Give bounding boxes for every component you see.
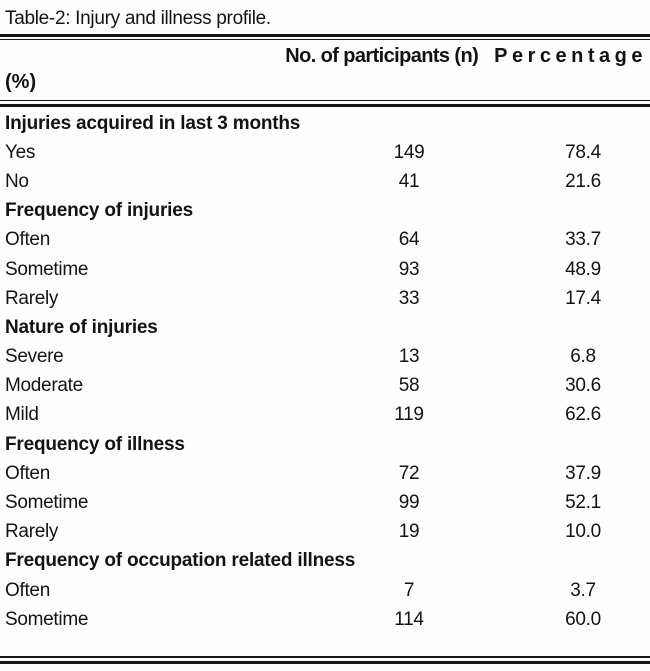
participants-value: 7 [403, 579, 415, 601]
section-header-row: Frequency of illness [0, 430, 650, 459]
header-double-rule [0, 100, 650, 107]
table-row: Often 7 3.7 [0, 576, 650, 605]
table-title: Table-2: Injury and illness profile. [5, 8, 271, 29]
section-header-row: Nature of injuries [0, 313, 650, 342]
row-label: Frequency of injuries [5, 200, 193, 222]
row-label: Mild [5, 404, 39, 426]
percentage-value: 60.0 [565, 608, 601, 630]
row-label: Rarely [5, 287, 59, 309]
participants-value: 58 [398, 375, 420, 397]
section-header-row: Injuries acquired in last 3 months [0, 109, 650, 138]
percentage-value: 6.8 [570, 346, 596, 368]
percentage-value: 21.6 [565, 170, 601, 192]
percentage-value: 52.1 [565, 492, 601, 514]
table-row: Yes 149 78.4 [0, 138, 650, 167]
row-label: Injuries acquired in last 3 months [5, 112, 301, 134]
table-header: No. of participants (n) Percentage (%) [0, 40, 650, 100]
participants-value: 119 [394, 404, 424, 426]
row-label: Sometime [5, 608, 89, 630]
column-header-percentage: Percentage [494, 45, 647, 67]
percentage-value: 62.6 [565, 404, 601, 426]
row-label: No [5, 170, 29, 192]
participants-value: 41 [398, 170, 420, 192]
table-row: Often 64 33.7 [0, 226, 650, 255]
table-row: Rarely 19 10.0 [0, 518, 650, 547]
percentage-value: 30.6 [565, 375, 601, 397]
row-label: Frequency of illness [5, 433, 185, 455]
table-row: Severe 13 6.8 [0, 343, 650, 372]
column-header-participants: No. of participants (n) [285, 45, 479, 67]
row-label: Nature of injuries [5, 316, 158, 338]
participants-value: 72 [398, 462, 420, 484]
row-label: Frequency of occupation related illness [5, 550, 356, 572]
participants-value: 149 [393, 141, 425, 163]
row-label: Sometime [5, 492, 89, 514]
table-header-line2: (%) [0, 68, 650, 100]
row-label: Rarely [5, 521, 59, 543]
participants-value: 19 [398, 521, 420, 543]
table-header-line1: No. of participants (n) Percentage [0, 40, 650, 68]
participants-value: 93 [398, 258, 420, 280]
participants-value: 13 [398, 346, 420, 368]
spacer [0, 634, 650, 656]
column-header-percentage-unit: (%) [5, 71, 37, 93]
table-row: Sometime 93 48.9 [0, 255, 650, 284]
percentage-value: 37.9 [565, 462, 601, 484]
row-label: Often [5, 579, 50, 601]
row-label: Sometime [5, 258, 89, 280]
row-label: Moderate [5, 375, 83, 397]
table-row: Rarely 33 17.4 [0, 284, 650, 313]
section-header-row: Frequency of occupation related illness [0, 547, 650, 576]
bottom-double-rule [0, 656, 650, 664]
participants-value: 64 [398, 229, 420, 251]
percentage-value: 48.9 [565, 258, 601, 280]
row-label: Severe [5, 346, 64, 368]
row-label: Often [5, 229, 50, 251]
percentage-value: 78.4 [565, 141, 601, 163]
table-row: No 41 21.6 [0, 167, 650, 196]
percentage-value: 17.4 [565, 287, 601, 309]
table-row: Often 72 37.9 [0, 459, 650, 488]
table-body: Injuries acquired in last 3 months Yes 149… [0, 107, 650, 634]
table-row: Moderate 58 30.6 [0, 372, 650, 401]
percentage-value: 3.7 [570, 579, 596, 601]
table-row: Mild 119 62.6 [0, 401, 650, 430]
participants-value: 114 [394, 608, 424, 630]
participants-value: 99 [398, 492, 420, 514]
percentage-value: 33.7 [565, 229, 601, 251]
row-label: Often [5, 462, 50, 484]
table-row: Sometime 99 52.1 [0, 488, 650, 517]
top-double-rule [0, 34, 650, 40]
section-header-row: Frequency of injuries [0, 197, 650, 226]
participants-value: 33 [398, 287, 420, 309]
table-row: Sometime 114 60.0 [0, 605, 650, 634]
row-label: Yes [5, 141, 36, 163]
percentage-value: 10.0 [565, 521, 601, 543]
